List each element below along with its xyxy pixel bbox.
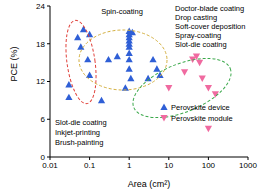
svg-text:Spin-coating: Spin-coating (101, 7, 143, 16)
svg-text:Area (cm²): Area (cm²) (128, 179, 171, 189)
svg-text:18: 18 (36, 40, 45, 49)
svg-text:12: 12 (36, 77, 45, 86)
svg-text:Brush-painting: Brush-painting (55, 138, 103, 147)
svg-text:10: 10 (164, 161, 173, 170)
svg-text:0: 0 (41, 153, 46, 162)
svg-text:0.01: 0.01 (42, 161, 58, 170)
svg-text:Soft-cover deposition: Soft-cover deposition (175, 22, 245, 31)
svg-text:Inkjet-printing: Inkjet-printing (55, 128, 100, 137)
svg-text:100: 100 (202, 161, 216, 170)
svg-text:Perovskite device: Perovskite device (171, 103, 230, 112)
svg-text:1: 1 (127, 161, 132, 170)
svg-text:1000: 1000 (239, 161, 250, 170)
svg-text:Spray-coating: Spray-coating (175, 31, 221, 40)
svg-text:6: 6 (41, 115, 46, 124)
svg-text:PCE (%): PCE (%) (9, 46, 19, 81)
svg-text:Slot-die coating: Slot-die coating (55, 118, 107, 127)
svg-text:Perovskite module: Perovskite module (171, 114, 233, 123)
svg-text:Drop casting: Drop casting (175, 13, 217, 22)
svg-text:0.1: 0.1 (84, 161, 96, 170)
svg-text:Doctor-blade coating: Doctor-blade coating (175, 4, 244, 13)
svg-text:24: 24 (36, 2, 45, 11)
svg-text:Slot-die coating: Slot-die coating (175, 40, 227, 49)
